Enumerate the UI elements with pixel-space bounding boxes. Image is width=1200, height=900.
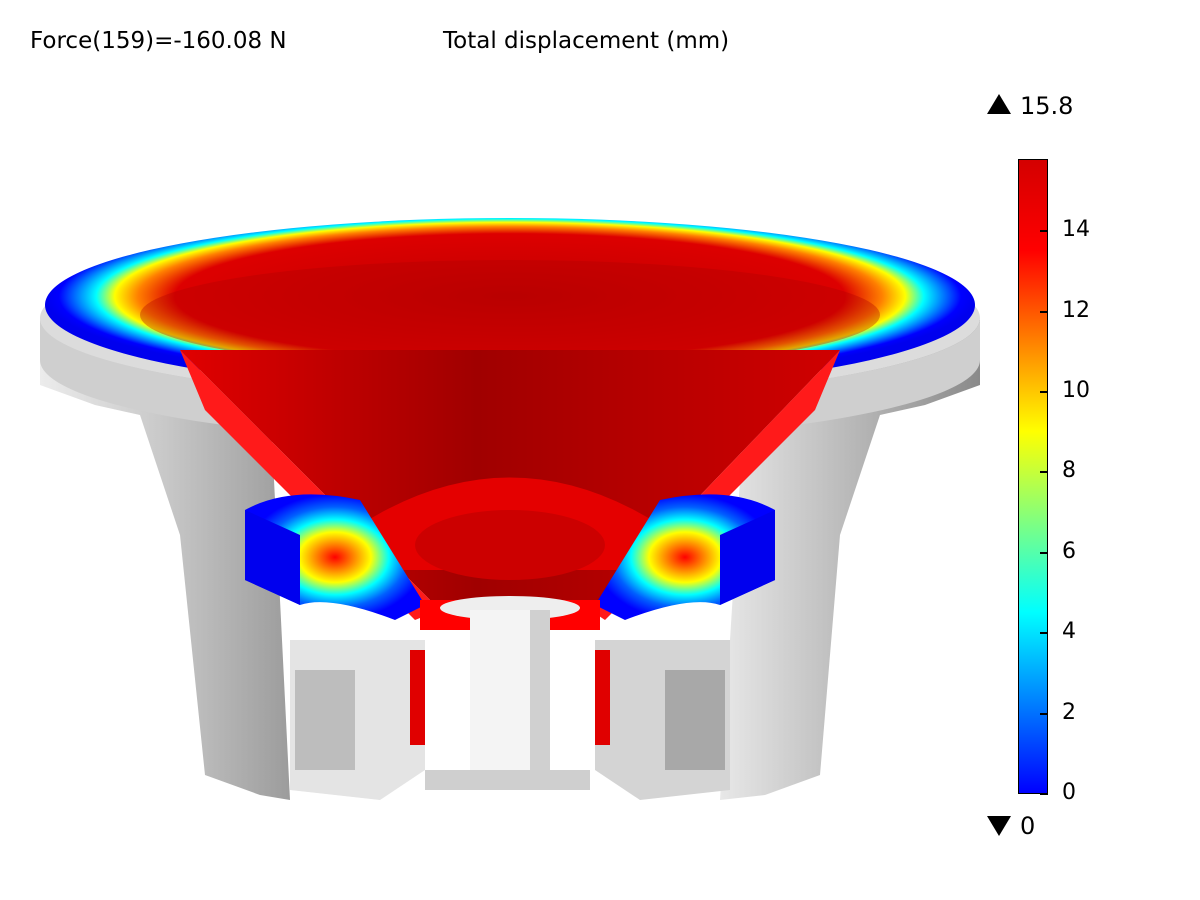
colorbar-tick-mark: [1040, 793, 1048, 795]
speaker-model: [40, 218, 980, 800]
min-value-label: 0: [1020, 812, 1036, 840]
colorbar-tick-label: 0: [1062, 780, 1076, 805]
colorbar-tick-label: 2: [1062, 699, 1076, 725]
colorbar-tick-label: 6: [1062, 538, 1076, 564]
colorbar-tick-mark: [1040, 712, 1048, 715]
colorbar-tick-mark: [1040, 310, 1048, 313]
colorbar-tick-label: 12: [1062, 297, 1090, 323]
colorbar-tick-mark: [1040, 391, 1048, 394]
colorbar-tick-mark: [1040, 471, 1048, 474]
plot-title: Total displacement (mm): [443, 28, 730, 54]
colorbar-tick-label: 10: [1062, 378, 1090, 404]
colorbar-ticks: 0 2 4 6 8 10 12 14: [1040, 159, 1108, 805]
colorbar-tick-label: 8: [1062, 458, 1076, 484]
min-arrow-icon: [987, 816, 1011, 836]
colorbar-tick-label: 4: [1062, 619, 1076, 645]
max-arrow-icon: [987, 94, 1011, 114]
colorbar-tick-mark: [1040, 230, 1048, 233]
max-value-label: 15.8: [1020, 92, 1074, 120]
colorbar-tick-mark: [1040, 632, 1048, 635]
colorbar: [1018, 159, 1048, 794]
colorbar-tick-label: 14: [1062, 217, 1090, 243]
colorbar-tick-mark: [1040, 551, 1048, 554]
force-readout: Force(159)=-160.08 N: [30, 28, 287, 54]
